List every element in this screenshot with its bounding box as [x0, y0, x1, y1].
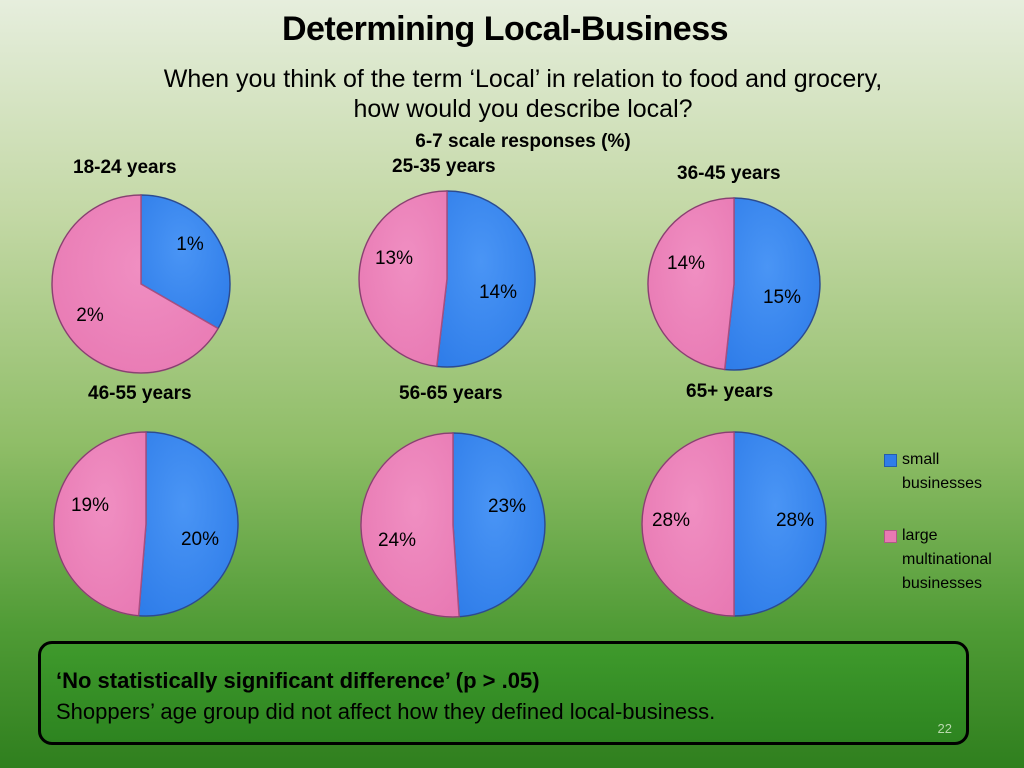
- legend-swatch-large: [884, 530, 897, 543]
- pie-title-18-24: 18-24 years: [73, 157, 177, 178]
- slide-subtitle: When you think of the term ‘Local’ in re…: [163, 65, 883, 123]
- legend-item-large: large multinational businesses: [884, 524, 1019, 596]
- chart-legend: small businesses large multinational bus…: [884, 448, 1019, 624]
- pie-title-25-35: 25-35 years: [392, 156, 496, 177]
- pie-rim-2: [358, 190, 536, 368]
- pie-slice-large-1: [51, 194, 220, 374]
- pie-slice-large-3: [647, 197, 735, 371]
- pie-slice-small-1: [140, 194, 231, 330]
- pie-label-large-5: 24%: [378, 530, 416, 551]
- scale-note: 6-7 scale responses (%): [415, 131, 631, 152]
- conclusion-heading: ‘No statistically significant difference…: [56, 668, 540, 693]
- pie-slice-large-5: [360, 432, 460, 618]
- pie-slice-small-4: [137, 431, 239, 617]
- pie-slice-large-2: [358, 190, 448, 368]
- page-number: 22: [937, 721, 952, 736]
- conclusion-text: Shoppers’ age group did not affect how t…: [56, 699, 716, 724]
- pie-label-large-1: 2%: [76, 305, 104, 326]
- pie-label-small-2: 14%: [479, 282, 517, 303]
- pie-rim-4: [53, 431, 239, 617]
- conclusion-box: ‘No statistically significant difference…: [38, 641, 969, 745]
- pie-label-small-1: 1%: [176, 234, 204, 255]
- pie-slice-small-5: [452, 432, 546, 618]
- pie-title-36-45: 36-45 years: [677, 163, 781, 184]
- pie-slice-large-6: [641, 431, 735, 617]
- pie-label-large-6: 28%: [652, 510, 690, 531]
- pie-label-small-3: 15%: [763, 287, 801, 308]
- pie-rim-3: [647, 197, 821, 371]
- pie-label-large-2: 13%: [375, 248, 413, 269]
- pie-title-56-65: 56-65 years: [399, 383, 503, 404]
- pie-title-46-55: 46-55 years: [88, 383, 192, 404]
- pie-title-65-plus: 65+ years: [686, 381, 774, 402]
- legend-swatch-small: [884, 454, 897, 467]
- legend-label-large: large multinational businesses: [902, 527, 992, 592]
- pie-slice-small-3: [723, 197, 821, 371]
- slide-title: Determining Local-Business: [281, 10, 729, 48]
- pie-label-large-4: 19%: [71, 495, 109, 516]
- pie-label-small-5: 23%: [488, 496, 526, 517]
- pie-label-small-4: 20%: [181, 529, 219, 550]
- legend-label-small: small businesses: [902, 451, 983, 492]
- pie-rim-5: [360, 432, 546, 618]
- pie-charts: 1% 2% 14% 13% 15% 14% 20% 19% 23% 24% 28% 28%: [51, 190, 827, 618]
- pie-label-small-6: 28%: [776, 510, 814, 531]
- legend-item-small: small businesses: [884, 448, 1019, 496]
- pie-slice-large-4: [53, 431, 147, 617]
- pie-slice-small-2: [435, 190, 536, 368]
- pie-rim-6: [641, 431, 827, 617]
- pie-rim-1: [51, 194, 231, 374]
- pie-slice-small-6: [733, 431, 827, 617]
- pie-label-large-3: 14%: [667, 253, 705, 274]
